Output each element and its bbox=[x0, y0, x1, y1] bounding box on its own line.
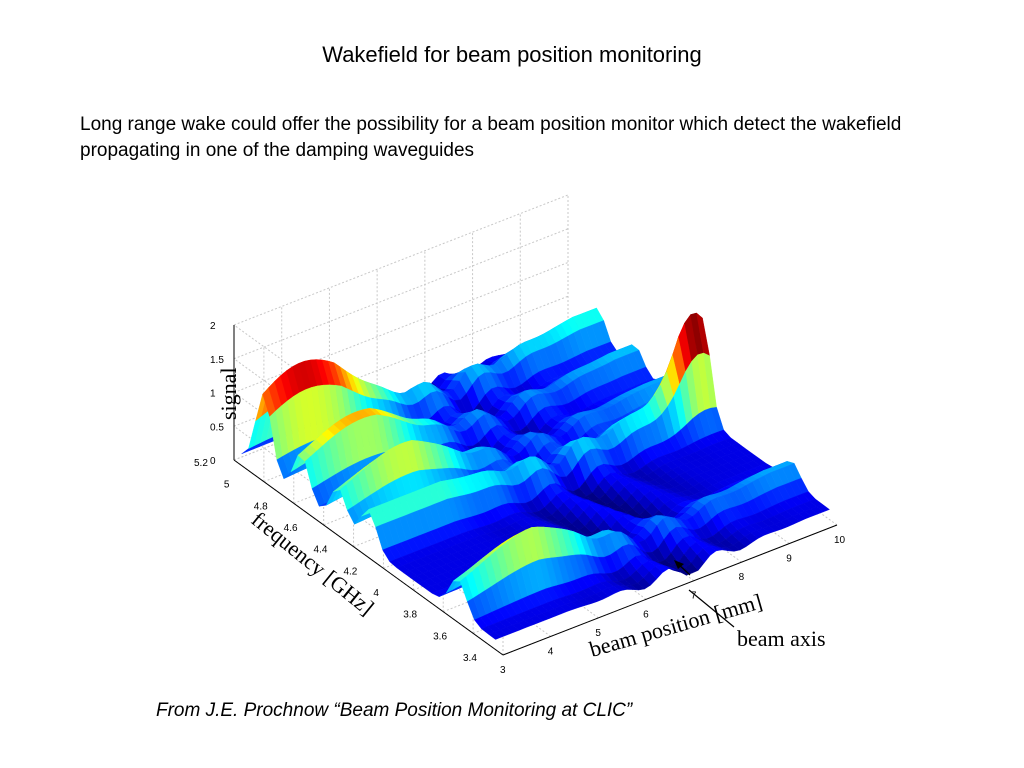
grid-line bbox=[233, 194, 569, 326]
y-tick-label: 3.8 bbox=[403, 610, 417, 621]
slide-body-text: Long range wake could offer the possibil… bbox=[80, 114, 902, 161]
y-tick-label: 4.4 bbox=[314, 545, 328, 556]
y-tick-label: 3.4 bbox=[463, 653, 477, 664]
slide-title: Wakefield for beam position monitoring bbox=[322, 42, 702, 67]
x-tick-label: 8 bbox=[739, 572, 745, 583]
z-tick-label: 0.5 bbox=[210, 422, 224, 433]
y-tick-label: 4.6 bbox=[284, 523, 298, 534]
surface-patch bbox=[241, 445, 255, 455]
x-tick-label: 4 bbox=[548, 646, 554, 657]
x-tick-label: 9 bbox=[786, 554, 792, 565]
y-axis-label: frequency [GHz] bbox=[247, 506, 379, 620]
z-tick-label: 2 bbox=[210, 321, 216, 332]
surface-chart: 3 4 5 6 7 8 9 10 3.4 3.6 3.8 4 4.2 4.4 4.6 4.8 5 5.2 0 0.5 1… bbox=[194, 194, 846, 676]
z-tick-label: 0 bbox=[210, 456, 216, 467]
x-tick-label: 10 bbox=[834, 535, 846, 546]
x-tick-label: 6 bbox=[643, 609, 649, 620]
x-tick-label: 3 bbox=[500, 665, 506, 676]
z-axis-label: signal bbox=[216, 367, 241, 420]
surface-patch bbox=[816, 504, 830, 513]
z-tick-label: 1 bbox=[210, 389, 216, 400]
chart-ticks: 3 4 5 6 7 8 9 10 3.4 3.6 3.8 4 4.2 4.4 4.6 4.8 5 5.2 0 0.5 1… bbox=[194, 321, 846, 676]
y-axis-line bbox=[233, 459, 504, 656]
x-tick-label: 7 bbox=[691, 591, 697, 602]
y-tick-label: 4 bbox=[373, 588, 379, 599]
y-tick-label: 5.2 bbox=[194, 458, 208, 469]
z-tick-label: 1.5 bbox=[210, 355, 224, 366]
y-tick-label: 4.8 bbox=[254, 501, 268, 512]
y-tick-label: 5 bbox=[224, 480, 230, 491]
x-tick-label: 5 bbox=[595, 628, 601, 639]
grid-line bbox=[233, 324, 504, 521]
chart-axes bbox=[233, 325, 838, 656]
beam-axis-annotation: beam axis bbox=[737, 626, 826, 651]
grid-line bbox=[233, 228, 569, 360]
beam-arrow-head bbox=[674, 560, 684, 569]
slide-caption: From J.E. Prochnow “Beam Position Monito… bbox=[156, 700, 633, 721]
y-tick-label: 3.6 bbox=[433, 631, 447, 642]
y-tick-label: 4.2 bbox=[343, 566, 357, 577]
x-axis-line bbox=[502, 524, 838, 656]
beam-axis-pointer bbox=[688, 589, 735, 628]
